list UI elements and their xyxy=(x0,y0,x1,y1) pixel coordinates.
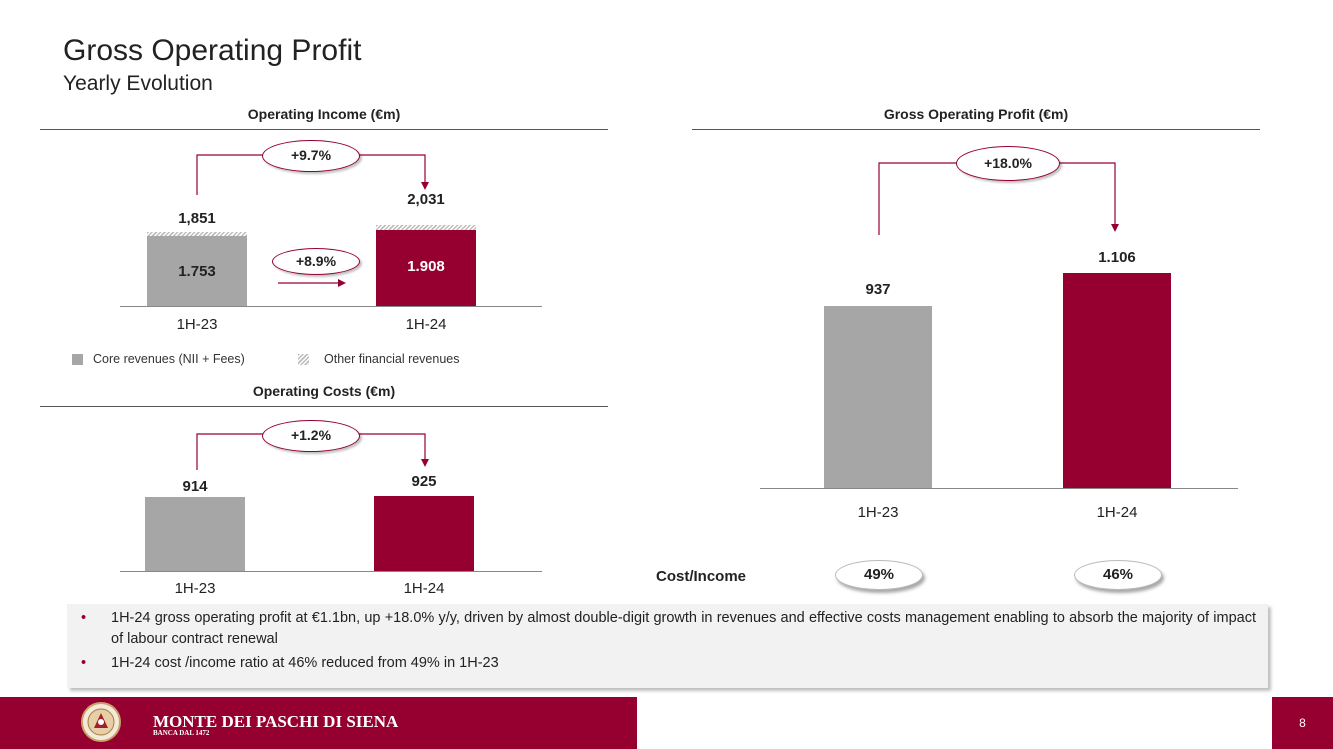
gross-operating-profit-bar-1h24 xyxy=(1063,273,1171,488)
operating-costs-change-badge: +1.2% xyxy=(262,420,360,452)
commentary-item: • 1H-24 gross operating profit at €1.1bn,… xyxy=(81,608,1256,650)
bullet-icon: • xyxy=(81,610,87,626)
gross-operating-profit-rule xyxy=(692,129,1260,130)
page-subtitle: Yearly Evolution xyxy=(63,72,213,95)
operating-income-total-1h23: 1,851 xyxy=(178,210,216,227)
commentary-text: 1H-24 gross operating profit at €1.1bn, … xyxy=(111,610,1256,647)
gross-operating-profit-title: Gross Operating Profit (€m) xyxy=(883,106,1069,122)
page-title: Gross Operating Profit xyxy=(63,34,362,67)
operating-costs-axis xyxy=(120,571,542,572)
operating-income-change-badge: +9.7% xyxy=(262,140,360,172)
operating-costs-title: Operating Costs (€m) xyxy=(252,383,396,399)
brand-tagline: BANCA DAL 1472 xyxy=(153,729,210,737)
bank-seal-icon xyxy=(81,702,121,742)
legend-label-core: Core revenues (NII + Fees) xyxy=(93,352,245,366)
gross-operating-profit-xlabel-1h23: 1H-23 xyxy=(857,504,899,521)
cost-income-label: Cost/Income xyxy=(656,568,747,585)
operating-income-total-1h24: 2,031 xyxy=(407,191,445,208)
gross-operating-profit-label-1h24: 1.106 xyxy=(1098,249,1136,266)
operating-costs-rule xyxy=(40,406,608,407)
operating-income-title: Operating Income (€m) xyxy=(247,106,401,122)
core-revenues-change-arrow xyxy=(278,279,346,287)
core-revenues-label-1h23: 1.753 xyxy=(178,263,216,280)
legend-label-other: Other financial revenues xyxy=(324,352,460,366)
gross-operating-profit-change-badge: +18.0% xyxy=(956,146,1060,181)
gross-operating-profit-bar-1h23 xyxy=(824,306,932,488)
other-revenues-bar-1h24 xyxy=(376,224,476,230)
brand-name: MONTE DEI PASCHI DI SIENA xyxy=(153,712,399,731)
legend-swatch-other xyxy=(298,354,309,365)
operating-costs-xlabel-1h23: 1H-23 xyxy=(174,580,216,597)
commentary-box: • 1H-24 gross operating profit at €1.1bn,… xyxy=(67,604,1268,688)
commentary-item: • 1H-24 cost /income ratio at 46% reduced… xyxy=(81,653,1256,674)
operating-income-xlabel-1h23: 1H-23 xyxy=(176,316,218,333)
cost-income-badge-1h23: 49% xyxy=(835,560,923,590)
bullet-icon: • xyxy=(81,655,87,671)
commentary-text: 1H-24 cost /income ratio at 46% reduced … xyxy=(111,655,499,671)
operating-income-axis xyxy=(120,306,542,307)
operating-costs-xlabel-1h24: 1H-24 xyxy=(403,580,445,597)
core-revenues-change-badge: +8.9% xyxy=(272,248,360,275)
operating-income-rule xyxy=(40,129,608,130)
operating-costs-label-1h24: 925 xyxy=(411,473,437,490)
core-revenues-bar-1h23 xyxy=(147,236,247,306)
gross-operating-profit-axis xyxy=(760,488,1238,489)
core-revenues-label-1h24: 1.908 xyxy=(407,258,445,275)
gross-operating-profit-label-1h23: 937 xyxy=(865,281,891,298)
operating-costs-bar-1h24 xyxy=(374,496,474,571)
operating-income-xlabel-1h24: 1H-24 xyxy=(405,316,447,333)
page-number: 8 xyxy=(1272,697,1333,749)
operating-costs-bar-1h23 xyxy=(145,497,245,571)
operating-costs-label-1h23: 914 xyxy=(182,478,208,495)
gross-operating-profit-xlabel-1h24: 1H-24 xyxy=(1096,504,1138,521)
other-revenues-bar-1h23 xyxy=(147,232,247,236)
cost-income-badge-1h24: 46% xyxy=(1074,560,1162,590)
core-revenues-bar-1h24 xyxy=(376,229,476,306)
legend-swatch-core xyxy=(72,354,83,365)
